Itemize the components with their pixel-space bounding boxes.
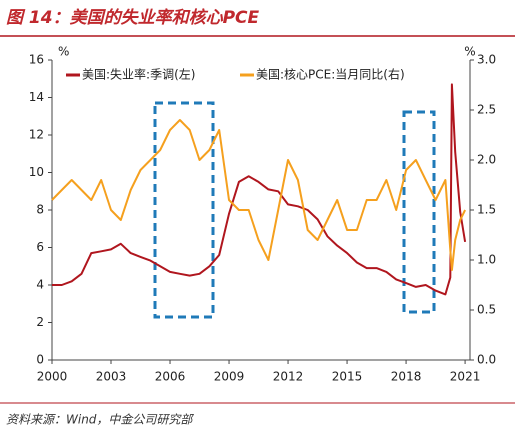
y2-tick-label: 3.0: [477, 53, 496, 67]
x-tick-label: 2006: [155, 370, 186, 384]
y-tick-label: 6: [36, 240, 44, 254]
x-tick-label: 2018: [391, 370, 422, 384]
y-tick-label: 4: [36, 278, 44, 292]
y-tick-label: 14: [29, 90, 44, 104]
y-tick-label: 8: [36, 203, 44, 217]
x-tick-label: 2000: [37, 370, 68, 384]
y2-tick-label: 1.0: [477, 253, 496, 267]
legend-label: 美国:核心PCE:当月同比(右): [256, 67, 405, 82]
y-unit: %: [58, 45, 69, 59]
chart-title: 图 14：美国的失业率和核心PCE: [6, 8, 260, 28]
y2-tick-label: 0.5: [477, 303, 496, 317]
x-tick-label: 2009: [214, 370, 245, 384]
x-tick-label: 2021: [450, 370, 481, 384]
x-tick-label: 2003: [96, 370, 127, 384]
series-line: [51, 119, 466, 271]
y2-tick-label: 0.0: [477, 353, 496, 367]
y2-unit: %: [464, 45, 475, 59]
legend-label: 美国:失业率:季调(左): [82, 67, 195, 82]
y2-tick-label: 2.5: [477, 103, 496, 117]
y2-tick-label: 1.5: [477, 203, 496, 217]
highlight-box: [402, 110, 436, 314]
y-tick-label: 16: [29, 53, 44, 67]
y-tick-label: 2: [36, 315, 44, 329]
series-line: [52, 83, 467, 296]
y2-tick-label: 2.0: [477, 153, 496, 167]
y-tick-label: 0: [36, 353, 44, 367]
highlight-box: [153, 101, 215, 319]
y-tick-label: 12: [29, 128, 44, 142]
source-note: 资料来源：Wind，中金公司研究部: [6, 413, 194, 427]
y-tick-label: 10: [29, 165, 44, 179]
x-tick-label: 2012: [273, 370, 304, 384]
x-tick-label: 2015: [332, 370, 363, 384]
